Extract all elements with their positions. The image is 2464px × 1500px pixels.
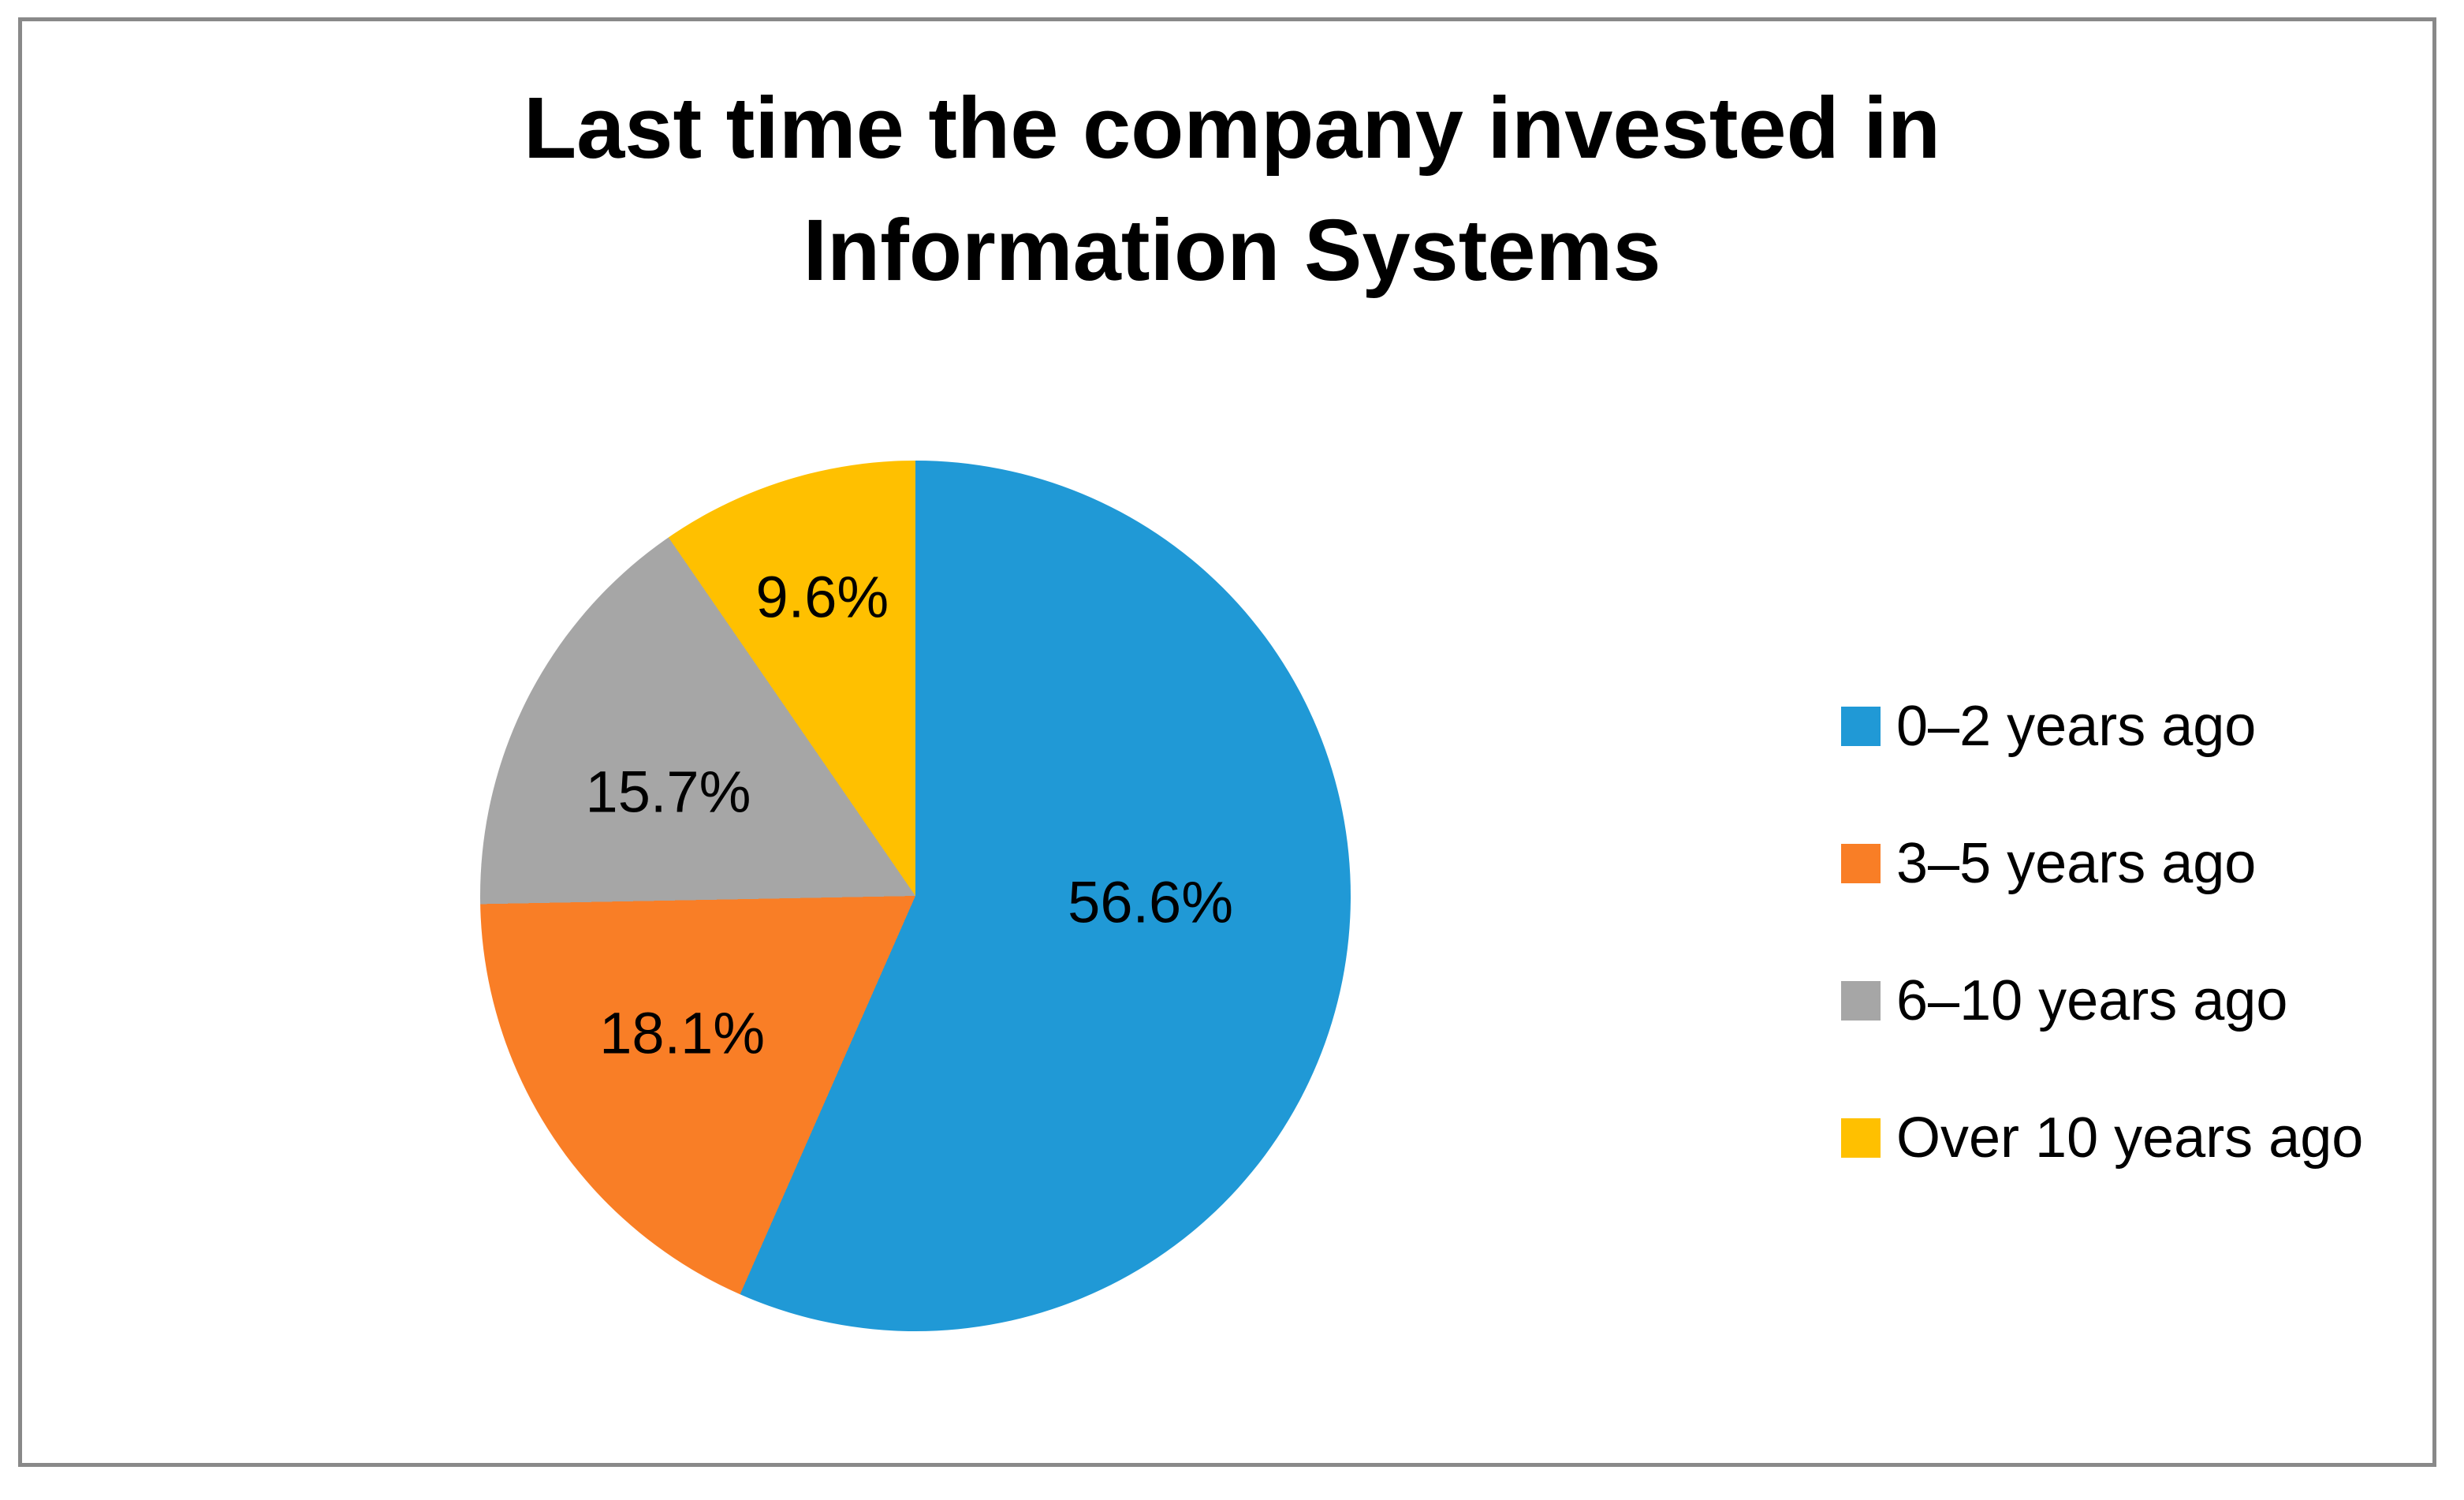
legend-label: Over 10 years ago [1896, 1106, 2364, 1170]
pie-area: 56.6% 18.1% 15.7% 9.6% [480, 461, 1351, 1331]
legend-swatch-icon [1841, 981, 1881, 1021]
slice-label-3-5-years: 18.1% [599, 1000, 766, 1066]
legend-item: 6–10 years ago [1841, 972, 2363, 1029]
legend: 0–2 years ago 3–5 years ago 6–10 years a… [1841, 698, 2363, 1166]
legend-item: 0–2 years ago [1841, 698, 2363, 755]
chart-title: Last time the company invested in Inform… [0, 67, 2464, 312]
legend-label: 6–10 years ago [1896, 969, 2288, 1032]
legend-item: Over 10 years ago [1841, 1110, 2363, 1166]
slice-label-0-2-years: 56.6% [1068, 869, 1233, 935]
slice-label-over-10-years: 9.6% [755, 564, 889, 630]
slice-label-6-10-years: 15.7% [585, 759, 751, 825]
legend-label: 0–2 years ago [1896, 695, 2257, 758]
legend-swatch-icon [1841, 707, 1881, 746]
legend-item: 3–5 years ago [1841, 835, 2363, 892]
legend-swatch-icon [1841, 1118, 1881, 1158]
legend-swatch-icon [1841, 844, 1881, 883]
pie-chart [480, 461, 1351, 1331]
chart-title-text: Last time the company invested in Inform… [523, 80, 1941, 299]
legend-label: 3–5 years ago [1896, 832, 2257, 895]
